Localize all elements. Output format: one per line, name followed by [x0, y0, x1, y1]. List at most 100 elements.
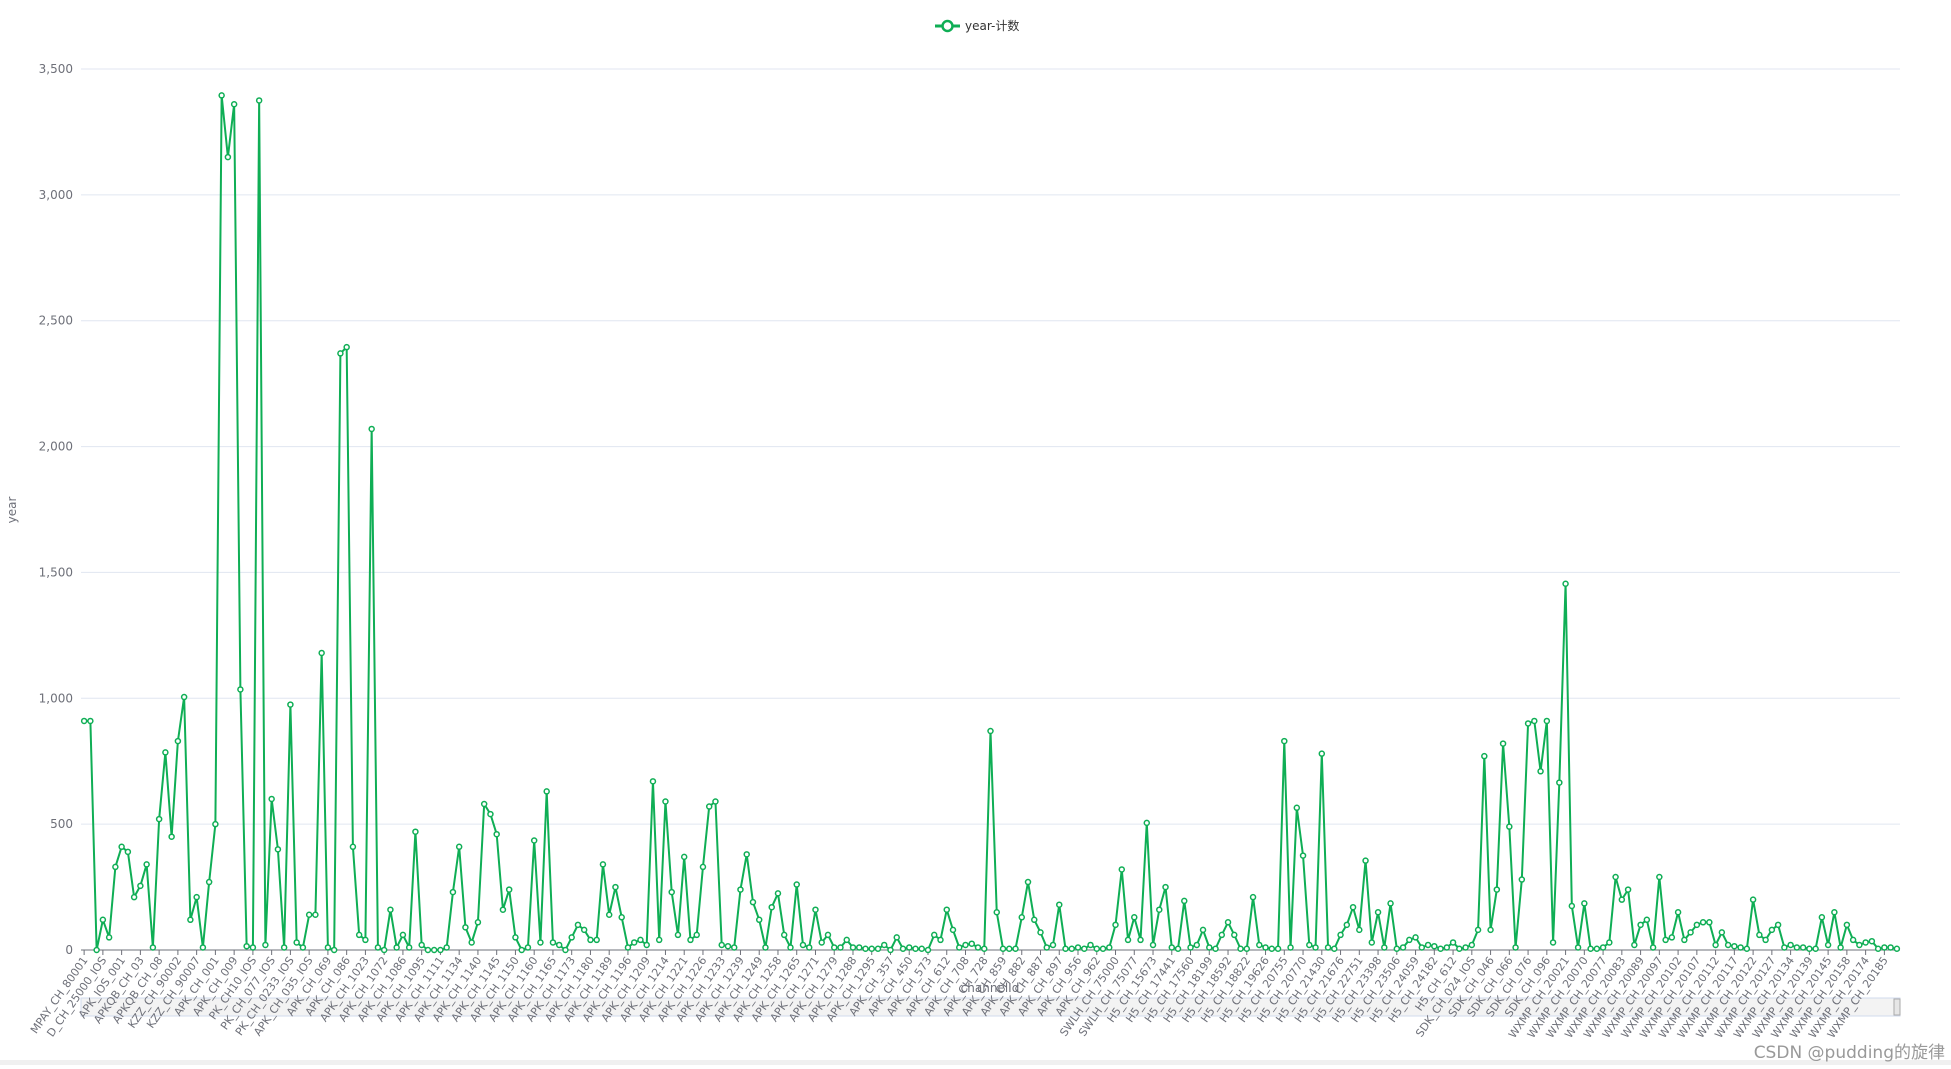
data-point [1012, 945, 1019, 952]
legend-label: year-计数 [965, 18, 1019, 33]
data-point [1499, 740, 1507, 747]
y-tick-label: 500 [50, 817, 73, 831]
data-point [955, 944, 963, 951]
y-tick-label: 2,000 [39, 440, 73, 454]
data-point [643, 941, 650, 949]
data-point [905, 944, 913, 951]
data-point [1243, 945, 1251, 952]
data-point [1687, 929, 1694, 936]
data-point [1406, 936, 1413, 944]
data-point [1712, 941, 1719, 949]
data-point [1724, 941, 1732, 949]
data-point [1031, 916, 1038, 924]
data-point [1162, 883, 1169, 891]
data-point [1487, 926, 1494, 934]
data-point [693, 931, 700, 939]
legend-marker [941, 19, 954, 33]
data-point [787, 944, 794, 951]
data-point [287, 701, 294, 708]
data-point [1312, 944, 1319, 951]
data-point [1318, 750, 1326, 757]
data-point [1631, 941, 1638, 949]
data-point [730, 944, 738, 951]
data-point [880, 941, 888, 949]
data-point [887, 946, 894, 954]
data-point [1068, 945, 1076, 952]
data-point [1668, 934, 1676, 941]
data-point [668, 888, 675, 896]
data-point [1393, 945, 1401, 952]
data-point [1343, 921, 1351, 929]
data-point [174, 737, 182, 745]
data-point [1749, 896, 1757, 903]
data-point [555, 941, 563, 949]
data-point [918, 945, 925, 952]
data-point [1218, 931, 1226, 939]
data-point [237, 686, 244, 693]
data-point [1843, 921, 1851, 929]
data-point [1074, 944, 1082, 951]
data-point [1081, 945, 1088, 952]
data-point [899, 945, 907, 952]
data-point [130, 893, 138, 901]
y-tick-label: 1,000 [39, 691, 73, 705]
data-point [505, 886, 513, 893]
data-point [487, 810, 494, 818]
data-point [187, 916, 194, 924]
data-point [1599, 944, 1607, 951]
legend[interactable]: year-计数 [935, 18, 1019, 33]
data-point [230, 100, 238, 108]
data-point [180, 693, 188, 701]
data-point [468, 939, 475, 946]
x-axis-title: channelId [961, 981, 1020, 995]
data-point [793, 881, 800, 888]
data-point [1868, 937, 1876, 945]
data-point [674, 931, 682, 939]
data-point [355, 931, 363, 939]
data-point [499, 906, 507, 913]
data-point [518, 946, 525, 954]
data-point [1643, 916, 1651, 924]
data-point [1493, 886, 1501, 893]
data-point [999, 945, 1007, 952]
data-point [1412, 934, 1419, 941]
data-point [1087, 941, 1094, 949]
data-point [1693, 921, 1701, 929]
data-point [1812, 945, 1819, 952]
data-point [618, 914, 625, 921]
data-point [774, 890, 782, 897]
data-point [1093, 945, 1101, 952]
data-point [649, 778, 657, 785]
y-tick-label: 3,500 [39, 62, 73, 76]
data-point [1612, 873, 1619, 881]
data-point [1474, 926, 1482, 934]
y-tick-label: 3,000 [39, 188, 73, 202]
data-point [755, 916, 763, 924]
data-point [462, 924, 469, 931]
data-point [1824, 941, 1832, 949]
data-point [1112, 921, 1119, 929]
data-point [374, 944, 382, 951]
data-point [199, 944, 207, 951]
data-point [1543, 717, 1551, 725]
data-point [630, 939, 638, 946]
data-point [1706, 919, 1713, 926]
data-zoom-handle[interactable] [1893, 998, 1901, 1016]
data-point [1362, 857, 1369, 864]
data-point [1431, 942, 1438, 950]
data-point [1212, 945, 1219, 952]
data-point [337, 350, 344, 357]
data-point [1324, 944, 1332, 951]
data-point [987, 727, 994, 735]
data-point [299, 944, 307, 951]
data-point [1674, 908, 1682, 916]
data-point [418, 941, 425, 949]
data-point [574, 921, 582, 929]
data-point [862, 945, 869, 952]
data-point [293, 939, 300, 946]
data-point [1287, 944, 1294, 951]
data-point [1043, 944, 1051, 951]
data-point [380, 946, 388, 954]
data-point [168, 833, 175, 840]
